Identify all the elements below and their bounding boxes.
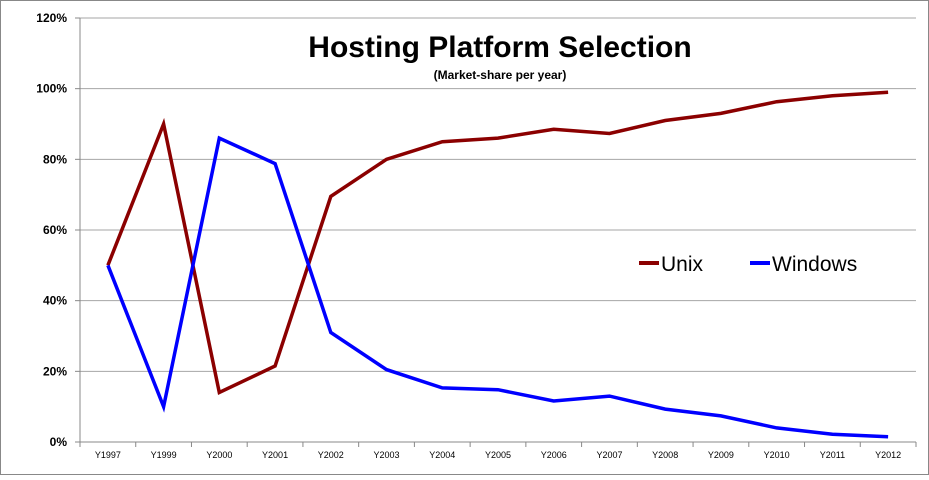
y-tick-label: 80% [43, 152, 67, 166]
x-tick-label: Y2003 [374, 450, 400, 460]
x-tick-label: Y2011 [820, 450, 845, 460]
y-axis-ticks: 0% 20% 40% 60% 80% 100% 120% [36, 11, 80, 449]
x-axis-ticks: Y1997 Y1999 Y2000 Y2001 Y2002 Y2003 Y2004 Y2005… [79, 442, 917, 460]
x-tick-label: Y1999 [151, 450, 177, 460]
x-tick-label: Y2008 [652, 450, 678, 460]
y-tick-label: 40% [43, 294, 67, 308]
y-tick-label: 0% [50, 435, 68, 449]
chart-subtitle: (Market-share per year) [434, 68, 567, 82]
x-tick-label: Y2005 [485, 450, 511, 460]
x-tick-label: Y2000 [206, 450, 232, 460]
x-tick-label: Y2002 [318, 450, 344, 460]
x-tick-label: Y2001 [262, 450, 288, 460]
x-tick-label: Y2010 [764, 450, 790, 460]
y-tick-label: 20% [43, 364, 67, 378]
series-lines [106, 90, 889, 439]
y-tick-label: 120% [36, 11, 67, 25]
x-tick-label: Y2006 [541, 450, 567, 460]
x-tick-label: Y2007 [596, 450, 622, 460]
x-tick-label: Y2012 [875, 450, 901, 460]
y-tick-label: 60% [43, 223, 67, 237]
y-tick-label: 100% [36, 82, 67, 96]
legend-label-windows: Windows [772, 253, 857, 276]
x-tick-label: Y2009 [708, 450, 734, 460]
x-tick-label: Y1997 [95, 450, 121, 460]
gridlines [80, 17, 916, 372]
legend: Unix Windows [639, 253, 857, 276]
series-line-windows [106, 135, 889, 439]
series-line-unix [106, 90, 889, 396]
legend-label-unix: Unix [661, 253, 704, 276]
chart-title: Hosting Platform Selection [308, 31, 691, 64]
x-tick-label: Y2004 [429, 450, 455, 460]
